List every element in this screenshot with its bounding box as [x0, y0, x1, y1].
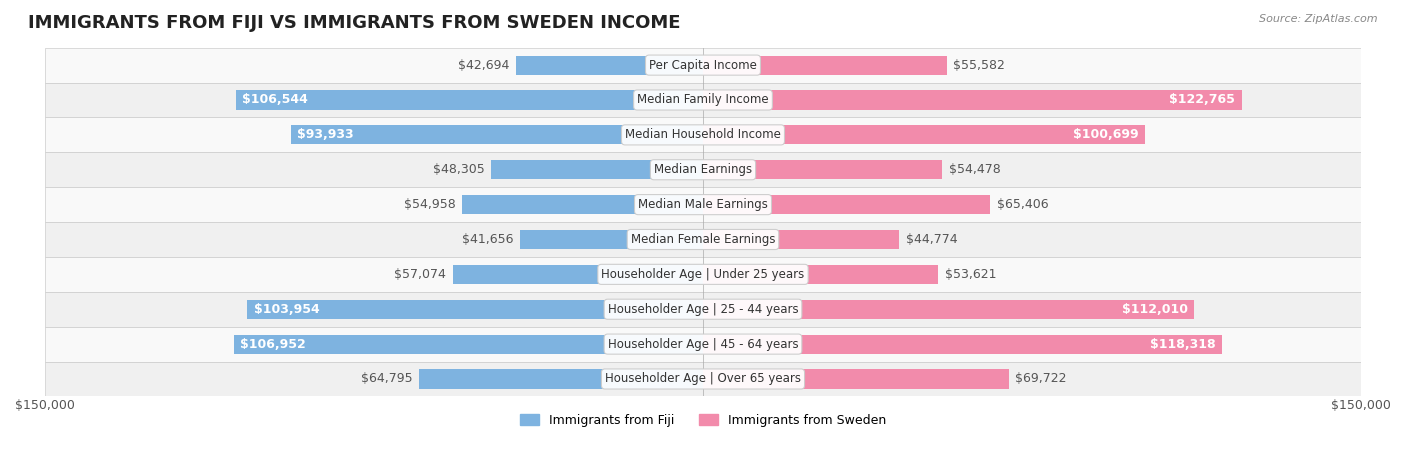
Bar	[45, 361, 1361, 396]
Text: $57,074: $57,074	[394, 268, 446, 281]
Bar	[703, 125, 1144, 144]
Bar	[45, 48, 1361, 83]
Text: $118,318: $118,318	[1150, 338, 1216, 351]
Bar	[703, 195, 990, 214]
Text: $69,722: $69,722	[1015, 373, 1067, 385]
Bar	[703, 91, 1241, 110]
Text: $64,795: $64,795	[360, 373, 412, 385]
Text: Source: ZipAtlas.com: Source: ZipAtlas.com	[1260, 14, 1378, 24]
Text: Median Male Earnings: Median Male Earnings	[638, 198, 768, 211]
Bar	[45, 83, 1361, 117]
Bar	[703, 56, 946, 75]
Bar	[453, 265, 703, 284]
Text: $53,621: $53,621	[945, 268, 997, 281]
Legend: Immigrants from Fiji, Immigrants from Sweden: Immigrants from Fiji, Immigrants from Sw…	[515, 409, 891, 432]
Text: $112,010: $112,010	[1122, 303, 1188, 316]
Bar	[236, 91, 703, 110]
Bar	[45, 292, 1361, 327]
Text: Householder Age | 45 - 64 years: Householder Age | 45 - 64 years	[607, 338, 799, 351]
Text: Median Female Earnings: Median Female Earnings	[631, 233, 775, 246]
Bar	[247, 300, 703, 319]
Text: $48,305: $48,305	[433, 163, 485, 176]
Bar	[291, 125, 703, 144]
Text: Median Household Income: Median Household Income	[626, 128, 780, 142]
Bar	[45, 327, 1361, 361]
Text: $54,478: $54,478	[949, 163, 1000, 176]
Bar	[520, 230, 703, 249]
Bar	[703, 334, 1222, 354]
Text: Householder Age | Over 65 years: Householder Age | Over 65 years	[605, 373, 801, 385]
Text: $100,699: $100,699	[1073, 128, 1139, 142]
Text: $55,582: $55,582	[953, 59, 1005, 71]
Bar	[45, 257, 1361, 292]
Bar	[491, 160, 703, 179]
Bar	[45, 187, 1361, 222]
Text: $103,954: $103,954	[253, 303, 319, 316]
Bar	[703, 300, 1195, 319]
Bar	[703, 160, 942, 179]
Text: $106,952: $106,952	[240, 338, 307, 351]
Text: Median Family Income: Median Family Income	[637, 93, 769, 106]
Text: $44,774: $44,774	[905, 233, 957, 246]
Bar	[703, 265, 938, 284]
Text: Median Earnings: Median Earnings	[654, 163, 752, 176]
Text: Householder Age | Under 25 years: Householder Age | Under 25 years	[602, 268, 804, 281]
Text: $41,656: $41,656	[463, 233, 513, 246]
Text: $65,406: $65,406	[997, 198, 1047, 211]
Text: Per Capita Income: Per Capita Income	[650, 59, 756, 71]
Bar	[516, 56, 703, 75]
Bar	[703, 369, 1010, 389]
Text: $42,694: $42,694	[458, 59, 509, 71]
Bar	[45, 152, 1361, 187]
Text: IMMIGRANTS FROM FIJI VS IMMIGRANTS FROM SWEDEN INCOME: IMMIGRANTS FROM FIJI VS IMMIGRANTS FROM …	[28, 14, 681, 32]
Text: $122,765: $122,765	[1170, 93, 1234, 106]
Text: $54,958: $54,958	[404, 198, 456, 211]
Bar	[703, 230, 900, 249]
Bar	[45, 117, 1361, 152]
Text: $93,933: $93,933	[298, 128, 354, 142]
Bar	[233, 334, 703, 354]
Bar	[419, 369, 703, 389]
Text: $106,544: $106,544	[242, 93, 308, 106]
Bar	[45, 222, 1361, 257]
Bar	[463, 195, 703, 214]
Text: Householder Age | 25 - 44 years: Householder Age | 25 - 44 years	[607, 303, 799, 316]
